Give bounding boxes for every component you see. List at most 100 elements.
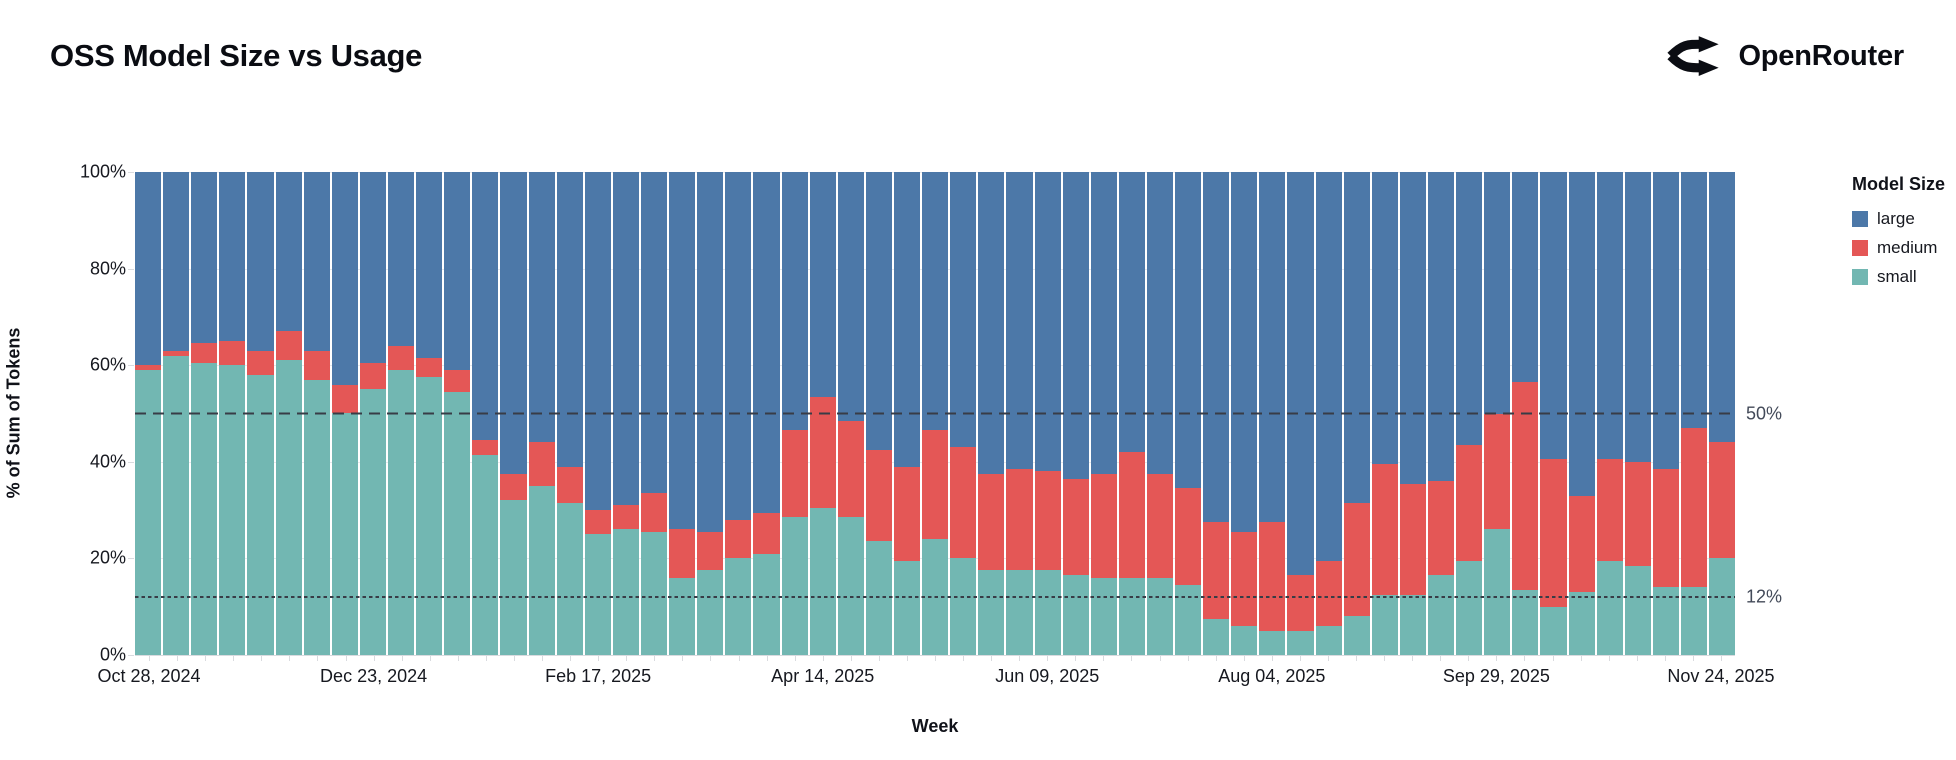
legend-item-medium[interactable]: medium: [1852, 238, 1945, 258]
bar-week[interactable]: [359, 172, 386, 655]
bar-segment-small[interactable]: [1287, 630, 1314, 655]
bar-segment-small[interactable]: [444, 391, 471, 655]
bar-segment-large[interactable]: [416, 172, 443, 358]
bar-week[interactable]: [444, 172, 471, 655]
bar-week[interactable]: [1568, 172, 1595, 655]
bar-segment-medium[interactable]: [1428, 481, 1455, 576]
bar-segment-large[interactable]: [865, 172, 892, 450]
bar-segment-small[interactable]: [472, 454, 499, 655]
bar-segment-large[interactable]: [1034, 172, 1061, 472]
bar-segment-medium[interactable]: [809, 396, 836, 508]
bar-segment-medium[interactable]: [444, 370, 471, 392]
bar-segment-large[interactable]: [1709, 172, 1736, 443]
bar-segment-small[interactable]: [556, 502, 583, 655]
legend-item-small[interactable]: small: [1852, 267, 1945, 287]
bar-week[interactable]: [781, 172, 808, 655]
bar-segment-small[interactable]: [500, 500, 527, 655]
bar-segment-small[interactable]: [640, 531, 668, 655]
bar-segment-medium[interactable]: [1203, 522, 1230, 619]
bar-segment-large[interactable]: [556, 172, 583, 467]
bar-week[interactable]: [1512, 172, 1539, 655]
bar-week[interactable]: [1006, 172, 1033, 655]
bar-segment-large[interactable]: [781, 172, 808, 431]
bar-week[interactable]: [416, 172, 443, 655]
bar-segment-large[interactable]: [837, 172, 864, 421]
bar-segment-small[interactable]: [950, 558, 977, 655]
bar-segment-medium[interactable]: [472, 440, 499, 455]
bar-segment-medium[interactable]: [1006, 469, 1033, 571]
bar-segment-small[interactable]: [1399, 594, 1427, 655]
legend-item-large[interactable]: large: [1852, 209, 1945, 229]
bar-week[interactable]: [472, 172, 499, 655]
bar-week[interactable]: [500, 172, 527, 655]
bar-segment-large[interactable]: [331, 172, 358, 385]
bar-segment-medium[interactable]: [163, 350, 190, 356]
bar-week[interactable]: [753, 172, 780, 655]
bar-segment-large[interactable]: [1624, 172, 1651, 462]
bar-segment-small[interactable]: [1315, 626, 1342, 655]
bar-segment-large[interactable]: [1259, 172, 1286, 523]
bar-segment-small[interactable]: [1146, 577, 1174, 655]
bar-segment-small[interactable]: [528, 485, 555, 655]
bar-segment-small[interactable]: [191, 362, 218, 655]
bar-segment-small[interactable]: [275, 360, 302, 655]
bar-segment-medium[interactable]: [331, 384, 358, 414]
bar-segment-medium[interactable]: [865, 449, 892, 542]
bar-segment-small[interactable]: [584, 534, 611, 655]
bar-segment-large[interactable]: [612, 172, 639, 506]
bar-week[interactable]: [528, 172, 555, 655]
bar-segment-medium[interactable]: [1146, 473, 1174, 578]
bar-week[interactable]: [1343, 172, 1370, 655]
bar-segment-medium[interactable]: [1540, 459, 1567, 607]
bar-segment-small[interactable]: [387, 370, 415, 655]
bar-segment-large[interactable]: [1568, 172, 1595, 496]
bar-segment-small[interactable]: [1596, 560, 1623, 655]
bar-segment-medium[interactable]: [837, 420, 864, 518]
bar-segment-small[interactable]: [922, 539, 949, 655]
bar-segment-large[interactable]: [444, 172, 471, 371]
bar-week[interactable]: [893, 172, 921, 655]
bar-segment-small[interactable]: [1709, 558, 1736, 655]
bar-segment-medium[interactable]: [1343, 502, 1370, 617]
bar-segment-medium[interactable]: [781, 430, 808, 518]
bar-week[interactable]: [387, 172, 415, 655]
bar-segment-medium[interactable]: [753, 512, 780, 554]
bar-week[interactable]: [1062, 172, 1089, 655]
bar-week[interactable]: [1681, 172, 1708, 655]
bar-segment-medium[interactable]: [1034, 471, 1061, 571]
bar-segment-medium[interactable]: [556, 466, 583, 503]
bar-segment-small[interactable]: [1175, 584, 1202, 655]
bar-segment-medium[interactable]: [1624, 461, 1651, 566]
bar-segment-small[interactable]: [1484, 529, 1511, 655]
bar-segment-large[interactable]: [135, 172, 162, 366]
bar-week[interactable]: [1315, 172, 1342, 655]
bar-segment-large[interactable]: [1399, 172, 1427, 484]
bar-week[interactable]: [331, 172, 358, 655]
bar-segment-small[interactable]: [725, 558, 752, 655]
bar-week[interactable]: [1709, 172, 1736, 655]
bar-segment-large[interactable]: [1456, 172, 1483, 445]
bar-segment-large[interactable]: [584, 172, 611, 511]
bar-segment-medium[interactable]: [640, 493, 668, 532]
bar-segment-small[interactable]: [135, 370, 162, 655]
bar-segment-large[interactable]: [1343, 172, 1370, 503]
bar-segment-small[interactable]: [781, 517, 808, 655]
bar-segment-large[interactable]: [1681, 172, 1708, 428]
bar-segment-medium[interactable]: [1175, 488, 1202, 585]
bar-week[interactable]: [584, 172, 611, 655]
bar-week[interactable]: [1484, 172, 1511, 655]
bar-segment-medium[interactable]: [1484, 413, 1511, 530]
bar-segment-large[interactable]: [528, 172, 555, 443]
bar-segment-small[interactable]: [753, 553, 780, 655]
bar-segment-medium[interactable]: [528, 442, 555, 486]
bar-segment-medium[interactable]: [1371, 464, 1398, 595]
bar-segment-large[interactable]: [1203, 172, 1230, 523]
bar-segment-medium[interactable]: [1709, 442, 1736, 559]
bar-segment-small[interactable]: [1456, 560, 1483, 655]
bar-week[interactable]: [1090, 172, 1117, 655]
bar-segment-large[interactable]: [1540, 172, 1567, 460]
bar-segment-large[interactable]: [978, 172, 1005, 474]
bar-segment-small[interactable]: [1624, 565, 1651, 655]
bar-segment-large[interactable]: [725, 172, 752, 520]
bar-segment-medium[interactable]: [669, 529, 696, 578]
